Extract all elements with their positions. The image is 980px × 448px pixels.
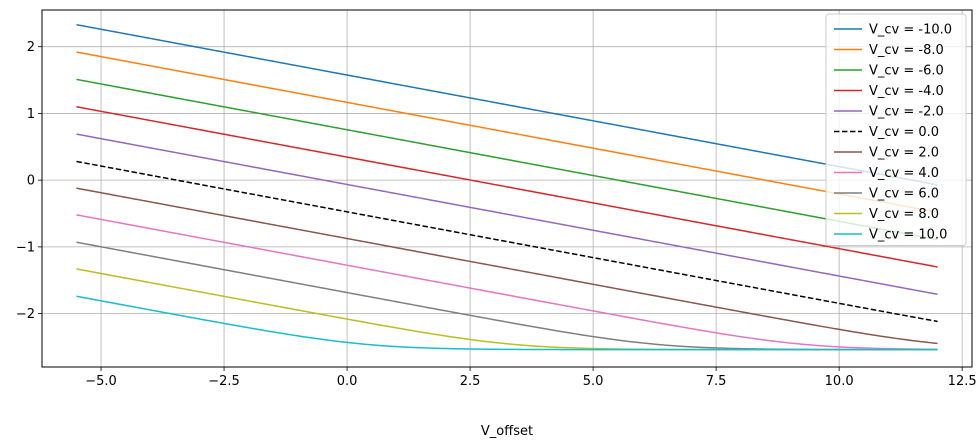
legend-label: V_cv = 8.0 xyxy=(869,207,939,222)
legend-label: V_cv = 10.0 xyxy=(869,228,947,243)
legend-box xyxy=(825,13,967,246)
legend-label: V_cv = -10.0 xyxy=(869,23,952,38)
x-axis: −5.0 −2.5 0.0 2.5 5.0 7.5 10.0 12.5 xyxy=(85,367,977,389)
legend-label: V_cv = 2.0 xyxy=(869,146,939,161)
legend-label: V_cv = 0.0 xyxy=(869,125,939,140)
x-tick-label: 2.5 xyxy=(460,374,481,389)
legend-label: V_cv = 6.0 xyxy=(869,187,939,202)
series-line-4 xyxy=(76,133,938,296)
x-tick-label: −2.5 xyxy=(208,374,240,389)
y-tick-label: 1 xyxy=(27,107,35,122)
series-line-5 xyxy=(76,160,938,323)
legend: V_cv = -10.0 V_cv = -8.0 V_cv = -6.0 V_cv =… xyxy=(825,13,967,246)
series-line-10 xyxy=(76,295,938,351)
legend-label: V_cv = 4.0 xyxy=(869,166,939,181)
y-tick-label: −1 xyxy=(16,240,35,255)
legend-label: V_cv = -6.0 xyxy=(869,64,944,79)
series-layer xyxy=(76,23,938,351)
series-line-6 xyxy=(76,187,938,345)
x-tick-label: 10.0 xyxy=(825,374,854,389)
x-axis-title: V_offset xyxy=(481,424,533,439)
x-tick-label: −5.0 xyxy=(85,374,117,389)
y-tick-label: 2 xyxy=(27,40,35,55)
series-line-2 xyxy=(76,78,938,241)
series-line-1 xyxy=(76,51,938,213)
y-axis: −2 −1 0 1 2 xyxy=(16,40,42,322)
x-tick-label: 0.0 xyxy=(337,374,358,389)
series-line-7 xyxy=(76,214,938,351)
series-line-0 xyxy=(76,23,938,186)
series-line-3 xyxy=(76,106,938,268)
y-tick-label: 0 xyxy=(27,174,35,189)
y-tick-label: −2 xyxy=(16,307,35,322)
legend-label: V_cv = -4.0 xyxy=(869,84,944,99)
legend-label: V_cv = -8.0 xyxy=(869,43,944,58)
legend-label: V_cv = -2.0 xyxy=(869,105,944,120)
x-tick-label: 7.5 xyxy=(706,374,727,389)
x-tick-label: 12.5 xyxy=(948,374,977,389)
x-tick-label: 5.0 xyxy=(583,374,604,389)
plot-frame xyxy=(41,9,973,368)
